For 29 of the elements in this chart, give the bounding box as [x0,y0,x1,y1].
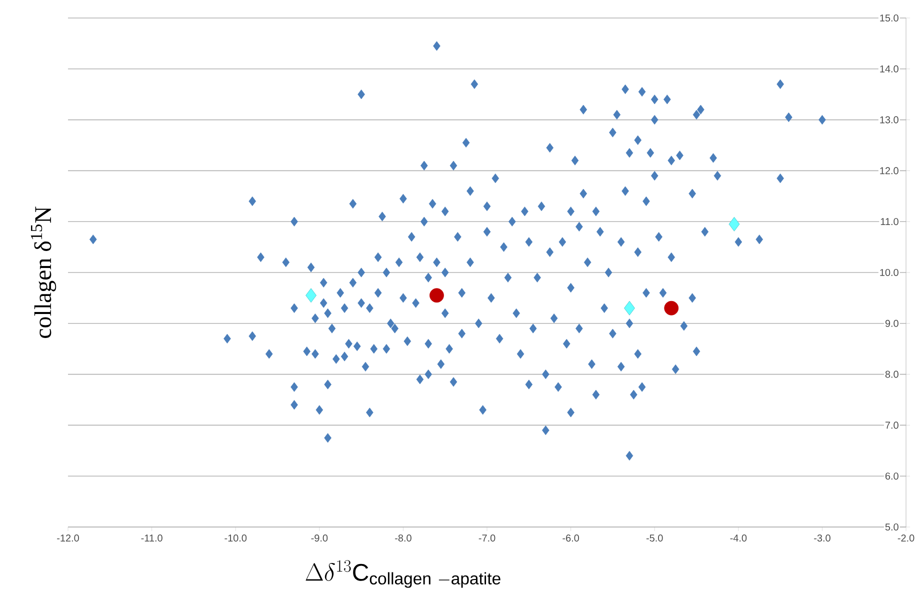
x-tick-label: -2.0 [898,534,914,542]
y-tick-label: 12.0 [880,167,898,174]
point [306,288,316,303]
x-axis-title: $\Delta\delta^{13}\mathrm{C}_{\mathrm{collagen\ -apatite}}$ [306,560,500,588]
point [728,216,740,232]
y-tick-label: 8.0 [885,370,898,378]
point [624,300,635,316]
x-tick-label: -8.0 [395,534,412,542]
y-tick-label: 7.0 [885,422,898,429]
y-tick-label: 5.0 [885,523,898,531]
y-tick-label: 14.0 [880,65,898,72]
y-axis-title: collagen δ$^{15}$N [30,206,56,338]
x-tick-label: -3.0 [814,534,830,542]
x-tick-label: -10.0 [224,534,247,542]
x-tick-label: -7.0 [478,534,496,542]
x-tick-label: -12.0 [57,534,79,542]
point [430,288,444,303]
y-tick-label: 13.0 [880,116,898,124]
x-tick-label: -9.0 [311,534,328,542]
x-tick-label: -11.0 [141,534,162,542]
x-tick-label: -6.0 [562,534,580,542]
y-tick-label: 10.0 [880,268,898,276]
y-tick-label: 11.0 [880,218,898,226]
point [664,300,679,316]
y-tick-label: 6.0 [885,472,898,480]
y-tick-label: 15.0 [880,14,898,22]
y-tick-label: 9.0 [885,320,898,327]
x-tick-label: -5.0 [646,534,663,542]
x-tick-label: -4.0 [730,534,747,542]
